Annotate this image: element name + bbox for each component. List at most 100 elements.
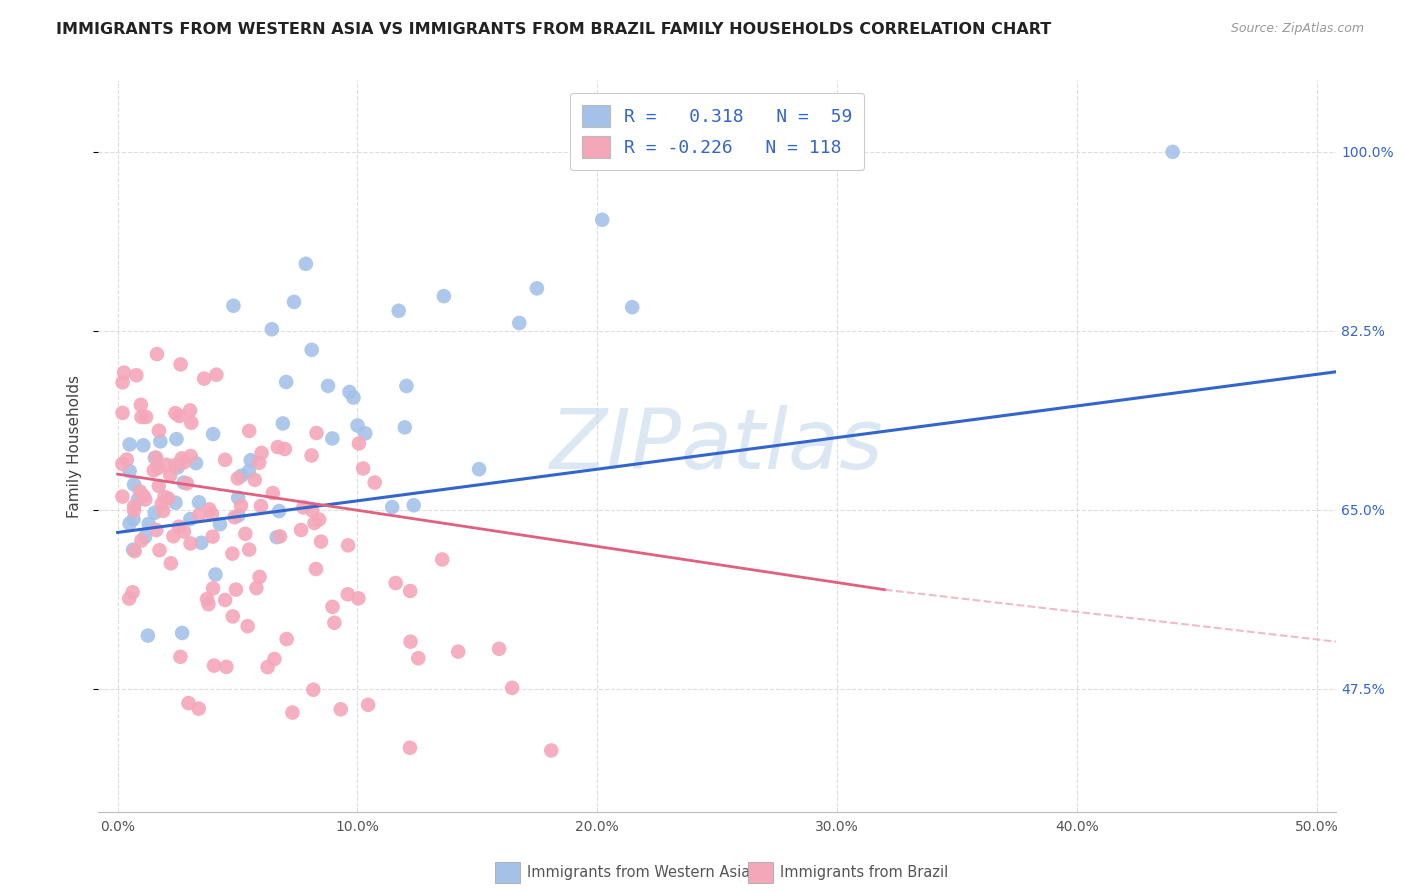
Point [274,442,297,456]
Point [267,440,290,454]
Text: Source: ZipAtlas.com: Source: ZipAtlas.com [1230,22,1364,36]
Point [256,660,278,674]
Point [214,593,236,607]
Point [352,461,374,475]
Point [142,463,165,477]
Point [321,432,343,446]
Point [249,570,271,584]
Point [226,491,249,505]
Point [208,517,231,532]
Point [215,660,238,674]
Point [347,436,370,450]
Point [125,368,148,383]
Y-axis label: Family Households: Family Households [67,375,83,517]
Point [180,416,202,430]
Point [399,740,422,755]
Point [195,592,218,607]
Point [169,409,191,423]
Point [202,582,225,596]
Point [276,375,298,389]
Point [221,547,243,561]
Point [250,446,273,460]
Point [202,658,225,673]
Point [169,358,191,372]
Point [135,409,157,424]
Point [162,529,184,543]
Point [235,526,257,541]
Point [129,484,152,499]
Point [118,516,141,531]
Point [323,615,346,630]
Point [153,490,176,504]
Point [111,376,134,390]
Point [540,743,562,757]
Point [121,585,143,599]
Point [179,512,201,526]
Point [148,543,170,558]
Point [136,629,159,643]
Point [122,542,145,557]
Point [260,322,283,336]
Point [156,458,179,472]
Point [188,508,211,522]
Point [132,438,155,452]
Point [122,500,145,514]
Point [266,530,288,544]
Point [118,464,141,478]
Point [146,461,169,475]
Point [238,464,260,478]
Point [132,489,155,503]
Point [447,645,470,659]
Point [122,512,145,526]
Point [204,567,226,582]
Point [193,371,215,385]
Point [184,456,207,470]
Point [111,457,134,471]
Point [388,303,411,318]
Point [281,706,304,720]
Point [148,424,170,438]
Point [250,499,273,513]
Point [201,530,224,544]
Point [170,451,193,466]
Point [111,490,134,504]
Point [187,701,209,715]
Point [621,300,644,314]
Point [402,498,425,512]
Point [166,432,188,446]
Point [145,523,167,537]
Point [188,495,211,509]
Point [239,453,262,467]
Point [222,299,245,313]
Point [395,379,418,393]
Point [148,479,170,493]
Point [301,449,323,463]
Point [165,458,187,472]
Text: IMMIGRANTS FROM WESTERN ASIA VS IMMIGRANTS FROM BRAZIL FAMILY HOUSEHOLDS CORRELA: IMMIGRANTS FROM WESTERN ASIA VS IMMIGRAN… [56,22,1052,37]
Point [165,406,187,420]
Point [408,651,430,665]
Point [111,406,134,420]
Point [127,492,149,507]
Point [176,476,198,491]
Point [243,473,266,487]
Point [468,462,491,476]
Point [143,506,166,520]
Point [526,281,548,295]
Point [201,507,224,521]
Point [269,529,291,543]
Point [160,557,183,571]
Point [844,145,866,159]
Point [150,497,173,511]
Point [202,427,225,442]
Point [354,426,377,441]
Point [238,424,260,438]
Point [229,499,252,513]
Point [173,524,195,539]
Point [488,641,510,656]
Point [305,425,328,440]
Point [131,533,153,548]
Point [179,536,201,550]
Point [190,536,212,550]
Point [228,508,250,523]
